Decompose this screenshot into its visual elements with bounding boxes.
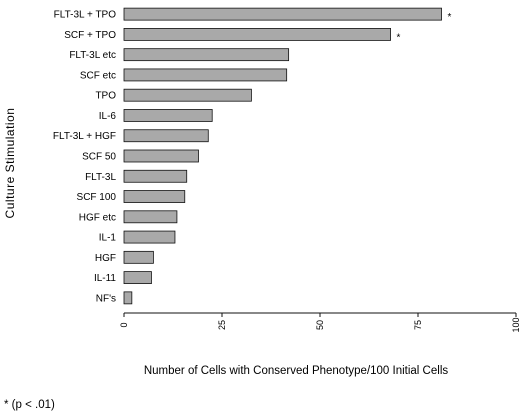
bar-tpo	[123, 88, 252, 102]
footnote: * (p < .01)	[4, 399, 55, 411]
significance-marker: *	[397, 32, 401, 43]
category-label: FLT-3L + HGF	[53, 131, 116, 142]
bar-hgf	[123, 250, 154, 264]
category-label: FLT-3L	[85, 172, 116, 183]
bar-flt-3l-hgf	[123, 129, 209, 143]
category-label: SCF 100	[77, 192, 117, 203]
bar-flt-3l-tpo	[123, 7, 442, 21]
bar-il-11	[123, 271, 152, 285]
x-tick-label: 75	[413, 320, 423, 330]
x-tick-label: 25	[217, 320, 227, 330]
category-label: HGF	[95, 253, 116, 264]
category-label: SCF 50	[82, 152, 116, 163]
category-label: SCF + TPO	[64, 30, 116, 41]
bar-scf-etc	[123, 68, 288, 82]
x-tick-label: 50	[315, 320, 325, 330]
category-label: IL-1	[99, 233, 117, 244]
bars-layer: **	[123, 7, 452, 305]
x-axis-title: Number of Cells with Conserved Phenotype…	[144, 365, 449, 377]
bar-il-1	[123, 230, 176, 244]
category-label: SCF etc	[80, 70, 116, 81]
bar-hgf-etc	[123, 210, 178, 224]
bar-nf-s	[123, 291, 133, 305]
category-label: FLT-3L etc	[69, 50, 116, 61]
bar-scf-tpo	[123, 27, 391, 41]
category-label: NF's	[96, 293, 116, 304]
bar-flt-3l-etc	[123, 48, 290, 62]
category-label: HGF etc	[79, 212, 116, 223]
x-tick-label: 0	[119, 322, 129, 327]
x-axis: 0 25 50 75 100	[119, 312, 520, 333]
category-label: IL-11	[94, 273, 116, 284]
bar-scf-100	[123, 190, 186, 203]
significance-marker: *	[448, 12, 452, 23]
category-labels: FLT-3L + TPO SCF + TPO FLT-3L etc SCF etc TP…	[53, 10, 117, 305]
bar-scf-50	[123, 149, 199, 163]
category-label: TPO	[95, 91, 116, 102]
category-label: FLT-3L + TPO	[54, 10, 117, 21]
bar-flt-3l	[123, 169, 188, 183]
y-axis-title: Culture Stimulation	[3, 108, 17, 219]
category-label: IL-6	[99, 111, 117, 122]
x-tick-label: 100	[511, 317, 520, 332]
bar-il-6	[123, 109, 213, 122]
